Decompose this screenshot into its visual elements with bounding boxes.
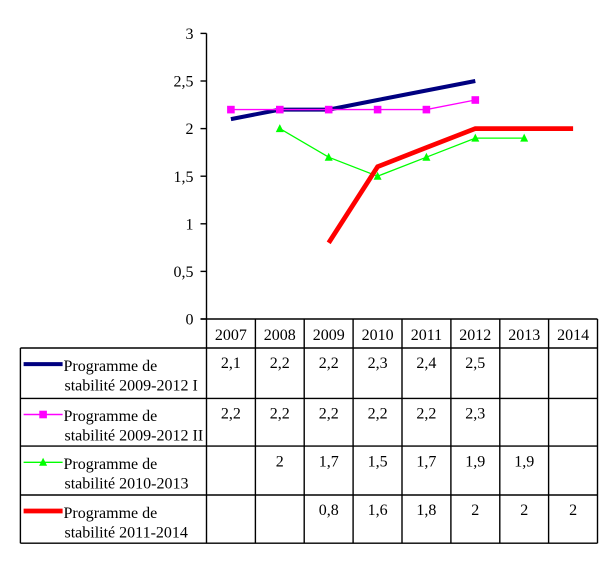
svg-text:2,5: 2,5 <box>465 355 485 372</box>
svg-text:1: 1 <box>186 216 194 233</box>
svg-text:1,9: 1,9 <box>514 453 534 470</box>
svg-text:2012: 2012 <box>459 327 491 344</box>
svg-text:1,7: 1,7 <box>416 453 436 470</box>
svg-text:2009: 2009 <box>313 327 345 344</box>
svg-text:2,2: 2,2 <box>319 355 339 372</box>
svg-text:stabilité 2009-2012 II: stabilité 2009-2012 II <box>65 428 204 445</box>
svg-text:1,8: 1,8 <box>416 502 436 519</box>
svg-text:2,2: 2,2 <box>270 355 290 372</box>
svg-text:2013: 2013 <box>508 327 540 344</box>
svg-text:0,8: 0,8 <box>319 502 339 519</box>
svg-text:stabilité 2010-2013: stabilité 2010-2013 <box>65 475 189 492</box>
svg-text:Programme de: Programme de <box>64 408 158 425</box>
svg-text:0,5: 0,5 <box>174 264 194 281</box>
svg-text:1,5: 1,5 <box>174 169 194 186</box>
svg-text:2010: 2010 <box>362 327 394 344</box>
svg-text:Programme de: Programme de <box>64 456 158 473</box>
svg-text:2011: 2011 <box>411 327 442 344</box>
svg-text:2007: 2007 <box>215 327 247 344</box>
svg-text:2: 2 <box>569 502 577 519</box>
svg-text:Programme de: Programme de <box>64 358 158 375</box>
svg-text:2,2: 2,2 <box>221 406 241 423</box>
svg-text:2,2: 2,2 <box>319 406 339 423</box>
svg-text:0: 0 <box>186 312 194 329</box>
svg-text:2014: 2014 <box>557 327 589 344</box>
svg-text:1,7: 1,7 <box>319 453 339 470</box>
svg-text:1,5: 1,5 <box>368 453 388 470</box>
svg-text:2: 2 <box>186 121 194 138</box>
svg-text:1,6: 1,6 <box>368 502 388 519</box>
svg-text:2,5: 2,5 <box>174 74 194 91</box>
svg-text:1,9: 1,9 <box>465 453 485 470</box>
svg-text:2: 2 <box>276 453 284 470</box>
svg-text:2,4: 2,4 <box>416 355 436 372</box>
svg-text:stabilité 2009-2012 I: stabilité 2009-2012 I <box>65 377 198 394</box>
svg-text:2,3: 2,3 <box>368 355 388 372</box>
svg-text:Programme de: Programme de <box>64 505 158 522</box>
svg-text:2,1: 2,1 <box>221 355 241 372</box>
svg-text:2: 2 <box>471 502 479 519</box>
svg-text:stabilité 2011-2014: stabilité 2011-2014 <box>65 524 188 541</box>
svg-text:2,2: 2,2 <box>416 406 436 423</box>
svg-text:2,3: 2,3 <box>465 406 485 423</box>
svg-text:2,2: 2,2 <box>270 406 290 423</box>
svg-text:2008: 2008 <box>264 327 296 344</box>
svg-text:2: 2 <box>520 502 528 519</box>
svg-text:3: 3 <box>186 26 194 43</box>
svg-text:2,2: 2,2 <box>368 406 388 423</box>
